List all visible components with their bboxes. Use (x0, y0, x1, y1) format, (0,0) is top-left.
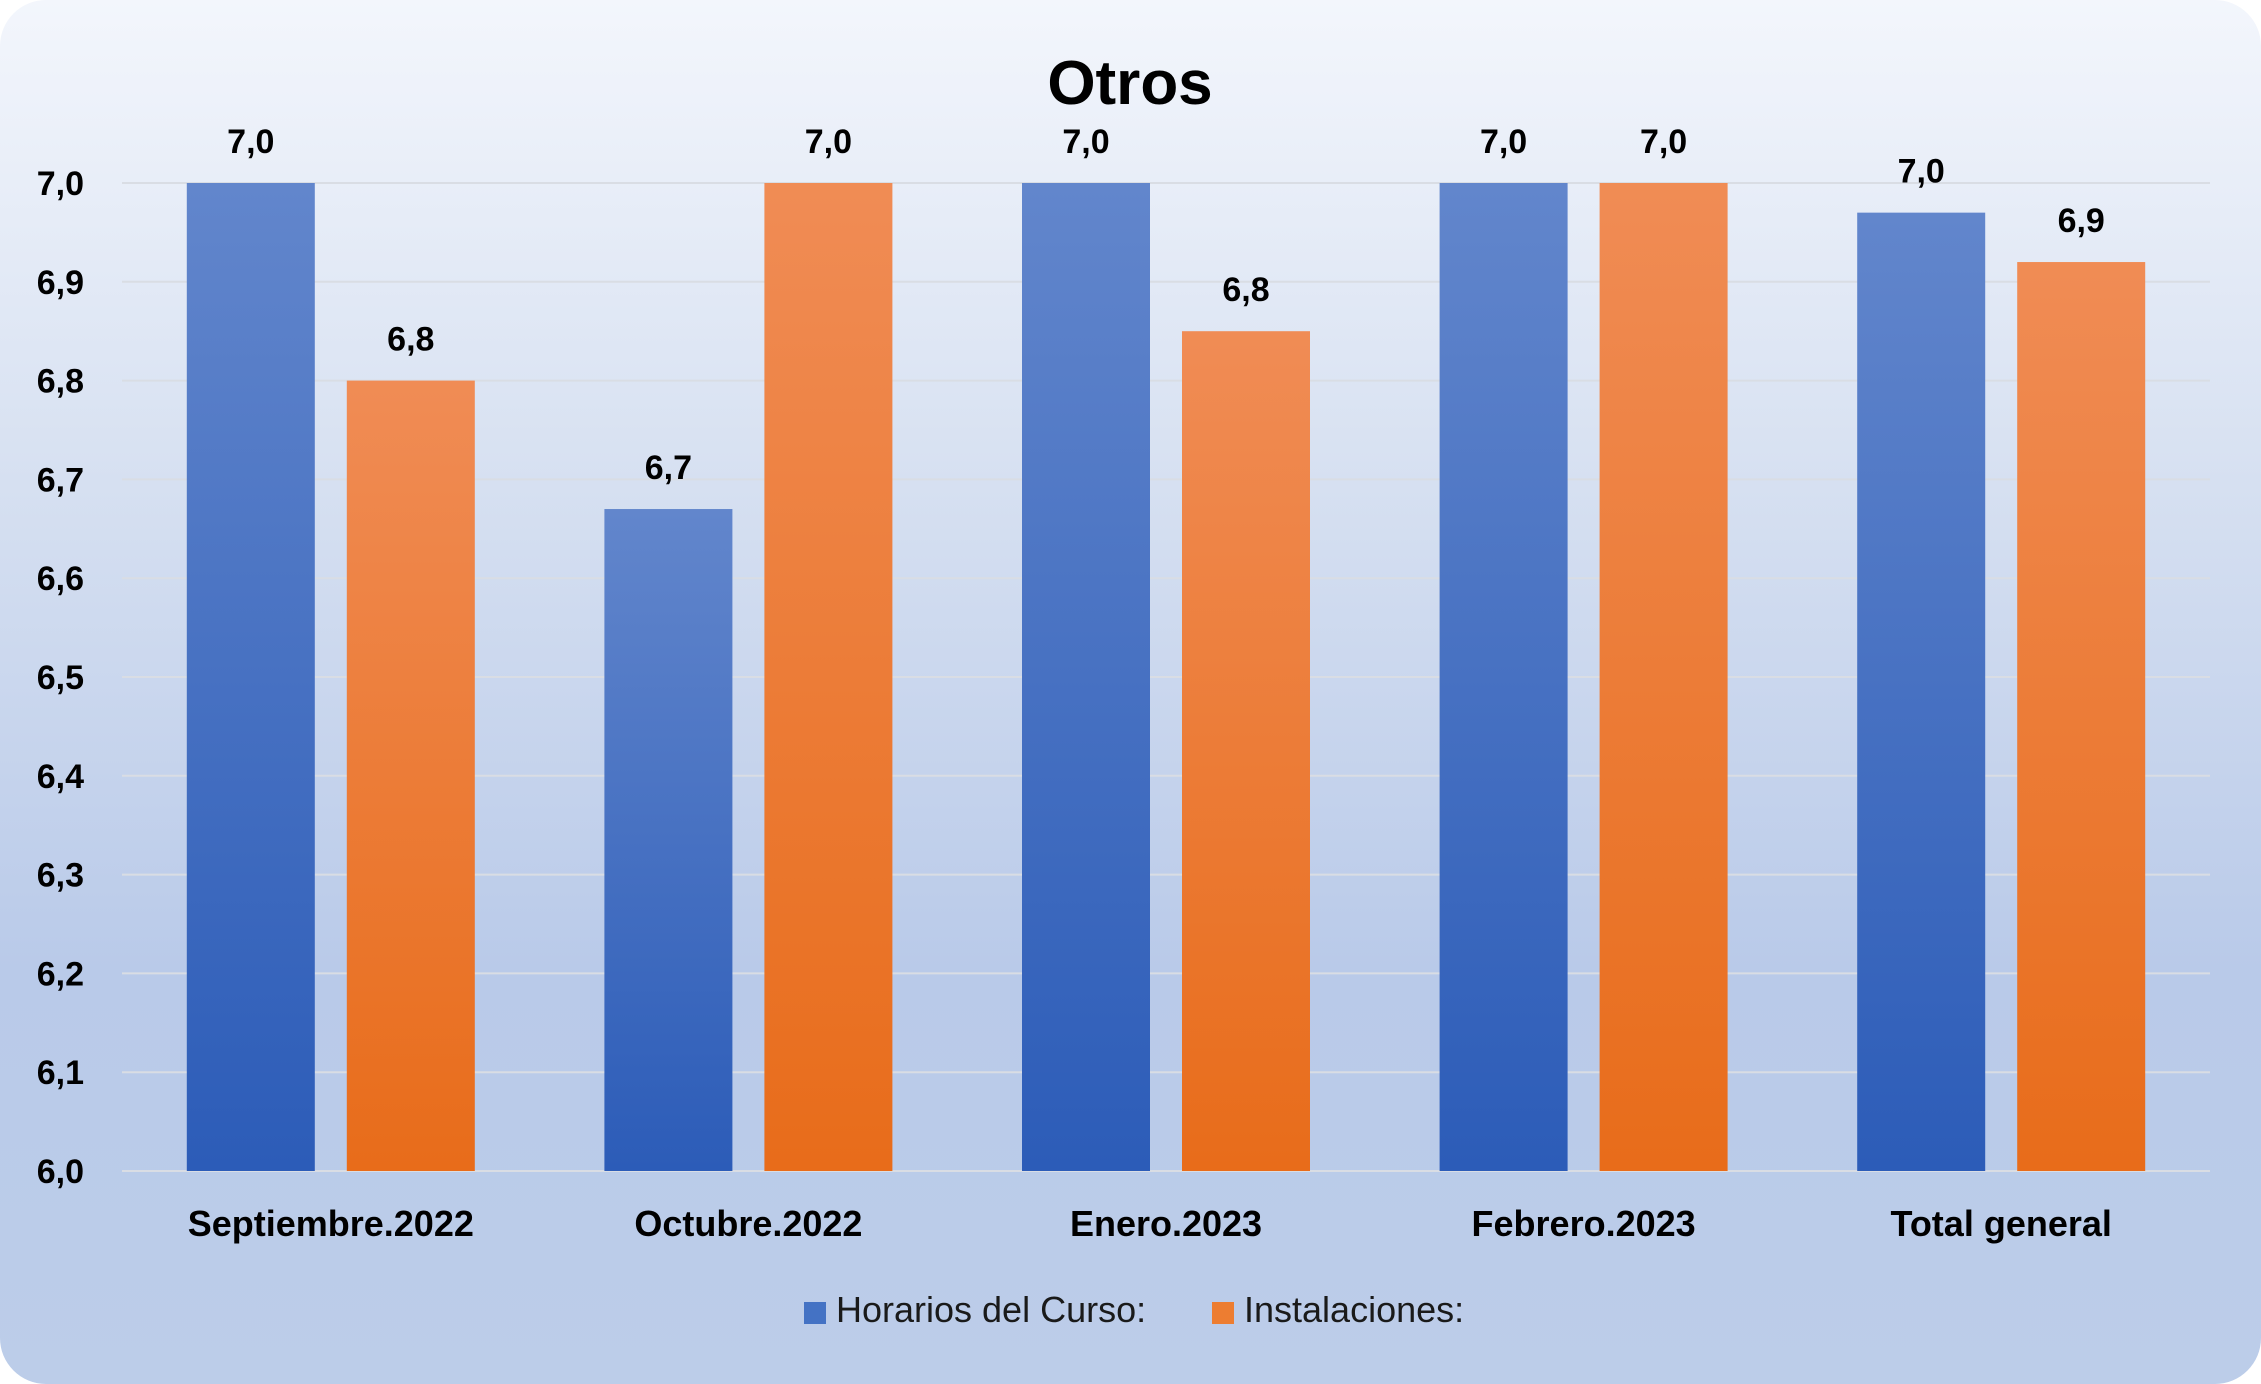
data-label: 7,0 (1480, 123, 1527, 161)
bar (1022, 183, 1150, 1171)
legend-swatch (1212, 1302, 1234, 1324)
y-tick-label: 6,5 (37, 659, 84, 697)
data-label: 6,7 (645, 449, 692, 487)
bar (2017, 262, 2146, 1171)
x-category-label: Septiembre.2022 (188, 1203, 474, 1244)
bar (764, 183, 893, 1171)
data-label: 7,0 (1640, 123, 1687, 161)
y-tick-label: 6,7 (37, 461, 84, 499)
bar (604, 509, 733, 1171)
y-tick-label: 6,9 (37, 264, 84, 302)
legend-label: Horarios del Curso: (836, 1289, 1146, 1330)
bars-layer (186, 183, 2146, 1172)
data-label: 6,8 (1222, 271, 1269, 309)
bar (1182, 331, 1310, 1171)
y-tick-label: 6,0 (37, 1153, 84, 1191)
legend-label: Instalaciones: (1244, 1289, 1464, 1330)
y-tick-label: 6,1 (37, 1054, 84, 1092)
legend-swatch (804, 1302, 826, 1324)
labels-layer: 7,0 6,8 Septiembre.2022 6,7 7,0 Octubre.2022 7… (188, 123, 2112, 1244)
x-category-label: Total general (1891, 1203, 2112, 1244)
bar (1599, 183, 1728, 1171)
data-label: 7,0 (1062, 123, 1109, 161)
y-tick-label: 6,2 (37, 955, 84, 993)
y-tick-label: 6,4 (37, 758, 84, 796)
data-label: 7,0 (805, 123, 852, 161)
x-category-label: Octubre.2022 (634, 1203, 862, 1244)
data-label: 7,0 (227, 123, 274, 161)
bar (1439, 183, 1568, 1171)
x-category-label: Enero.2023 (1070, 1203, 1262, 1244)
bar (346, 380, 475, 1172)
data-label: 6,8 (387, 321, 434, 359)
legend: Horarios del Curso: Instalaciones: (804, 1289, 1464, 1330)
y-tick-label: 6,6 (37, 560, 84, 598)
data-label: 7,0 (1898, 153, 1945, 191)
x-category-label: Febrero.2023 (1472, 1203, 1696, 1244)
chart-title: Otros (1047, 49, 1212, 118)
bar (186, 183, 315, 1171)
y-tick-label: 7,0 (37, 165, 84, 203)
y-tick-label: 6,8 (37, 363, 84, 401)
y-tick-label: 6,3 (37, 857, 84, 895)
data-label: 6,9 (2058, 202, 2105, 240)
bar (1857, 212, 1986, 1171)
